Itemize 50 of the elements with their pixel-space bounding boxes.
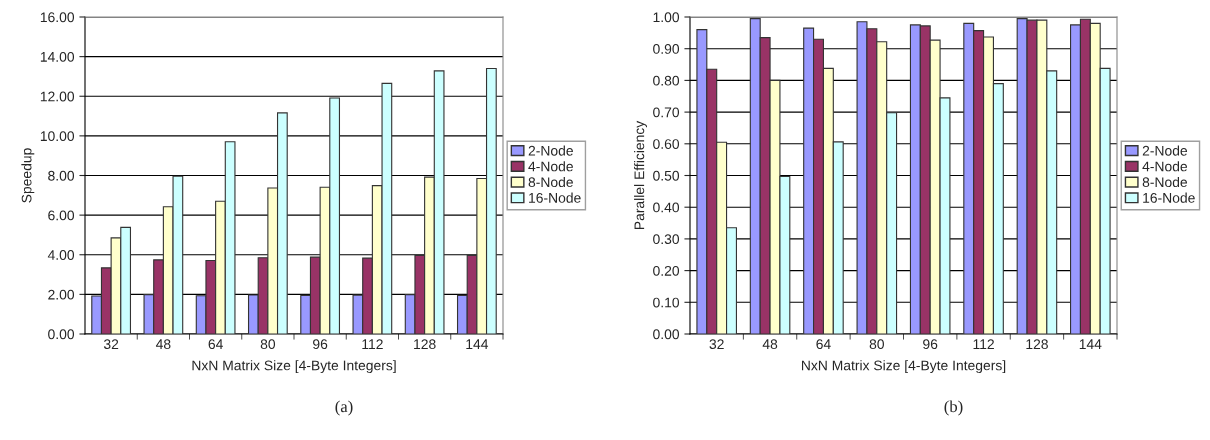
y-tick-label: 0.20 bbox=[653, 265, 680, 276]
text: (b) bbox=[944, 400, 963, 416]
y-tick-label: 0.60 bbox=[653, 139, 680, 149]
legend-label: 16-Node bbox=[529, 192, 581, 203]
x-tick-label: 64 bbox=[816, 339, 831, 350]
x-tick-label: 112 bbox=[973, 339, 994, 349]
x-tick-label: 32 bbox=[709, 339, 724, 350]
x-tick-label: 96 bbox=[313, 339, 328, 350]
x-tick-label: 64 bbox=[208, 339, 223, 350]
y-axis-title: Speedup bbox=[21, 148, 35, 203]
y-tick-label: 1.00 bbox=[653, 12, 680, 23]
y-tick-label: 14.00 bbox=[40, 51, 75, 62]
x-tick-label: 128 bbox=[414, 339, 436, 350]
y-tick-label: 16.00 bbox=[40, 12, 75, 23]
x-tick-label: 112 bbox=[362, 339, 383, 349]
y-tick-label: 8.00 bbox=[48, 170, 75, 181]
legend-label: 2-Node bbox=[528, 145, 573, 156]
x-tick-label: 96 bbox=[923, 339, 938, 350]
x-tick-label: 128 bbox=[1026, 339, 1048, 350]
x-tick-label: 32 bbox=[103, 339, 119, 350]
y-tick-label: 2.00 bbox=[48, 289, 75, 300]
y-tick-label: 0.90 bbox=[653, 44, 680, 54]
y-tick-label: 0.00 bbox=[653, 329, 680, 340]
text: (a) bbox=[335, 400, 353, 416]
y-tick-label: 12.00 bbox=[40, 91, 75, 102]
y-tick-label: 6.00 bbox=[48, 210, 75, 221]
legend-label: 16-Node bbox=[1143, 192, 1195, 203]
y-axis-title: Parallel Efficiency bbox=[634, 120, 647, 230]
y-tick-label: 0.10 bbox=[653, 297, 680, 308]
y-tick-label: 0.00 bbox=[48, 329, 75, 340]
y-tick-label: 0.70 bbox=[653, 107, 680, 118]
legend-label: 4-Node bbox=[528, 161, 573, 172]
x-axis-title: NxN Matrix Size [4-Byte Integers] bbox=[801, 360, 1006, 374]
legend-label: 8-Node bbox=[1142, 176, 1188, 188]
x-tick-label: 48 bbox=[762, 339, 778, 350]
x-tick-label: 144 bbox=[1079, 339, 1102, 349]
x-tick-label: 80 bbox=[869, 339, 884, 350]
y-tick-label: 0.30 bbox=[653, 234, 680, 245]
y-tick-label: 0.80 bbox=[653, 75, 680, 86]
y-tick-label: 10.00 bbox=[40, 131, 75, 142]
legend-label: 8-Node bbox=[528, 176, 573, 188]
x-tick-label: 144 bbox=[466, 339, 489, 349]
y-tick-label: 0.50 bbox=[653, 170, 680, 181]
x-axis-title: NxN Matrix Size [4-Byte Integers] bbox=[192, 360, 396, 374]
y-tick-label: 4.00 bbox=[47, 250, 75, 260]
x-tick-label: 80 bbox=[260, 339, 276, 350]
y-tick-label: 0.40 bbox=[653, 202, 680, 213]
legend-label: 4-Node bbox=[1142, 161, 1188, 172]
x-tick-label: 48 bbox=[155, 339, 171, 350]
legend-label: 2-Node bbox=[1142, 145, 1188, 156]
